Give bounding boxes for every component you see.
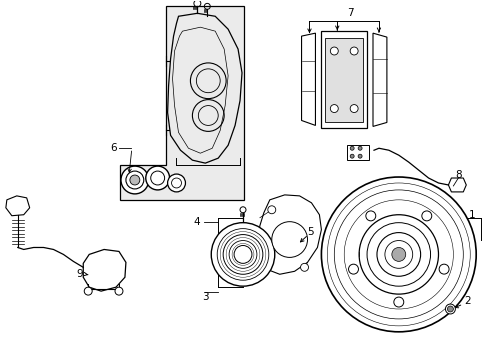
Circle shape <box>349 154 353 158</box>
Polygon shape <box>120 6 244 200</box>
Circle shape <box>130 175 140 185</box>
Circle shape <box>330 47 338 55</box>
Circle shape <box>349 105 357 113</box>
Text: 1: 1 <box>468 210 474 220</box>
Bar <box>346 145 368 160</box>
Text: 8: 8 <box>454 170 461 180</box>
Circle shape <box>167 174 185 192</box>
Circle shape <box>211 223 274 286</box>
Circle shape <box>391 247 405 261</box>
Circle shape <box>445 304 454 314</box>
Text: 6: 6 <box>110 143 117 153</box>
Text: 4: 4 <box>193 217 199 227</box>
Circle shape <box>393 297 403 307</box>
Circle shape <box>300 264 308 271</box>
Circle shape <box>357 146 361 150</box>
Circle shape <box>145 166 169 190</box>
Circle shape <box>357 154 361 158</box>
Circle shape <box>126 171 143 189</box>
Circle shape <box>421 211 431 221</box>
Text: 7: 7 <box>346 8 353 18</box>
Circle shape <box>321 177 475 332</box>
Circle shape <box>447 306 452 312</box>
Bar <box>325 38 362 122</box>
Circle shape <box>349 47 357 55</box>
Circle shape <box>84 287 92 295</box>
Text: 3: 3 <box>202 292 208 302</box>
Circle shape <box>358 215 438 294</box>
Circle shape <box>376 233 420 276</box>
Circle shape <box>271 222 307 257</box>
Circle shape <box>150 171 164 185</box>
Circle shape <box>349 146 353 150</box>
Circle shape <box>365 211 375 221</box>
Circle shape <box>121 166 148 194</box>
Circle shape <box>330 105 338 113</box>
Text: 5: 5 <box>306 226 313 237</box>
Circle shape <box>438 264 448 274</box>
Text: 9: 9 <box>76 269 82 279</box>
Text: 2: 2 <box>463 296 469 306</box>
Circle shape <box>267 206 275 214</box>
Circle shape <box>348 264 358 274</box>
Circle shape <box>115 287 122 295</box>
Circle shape <box>171 178 181 188</box>
